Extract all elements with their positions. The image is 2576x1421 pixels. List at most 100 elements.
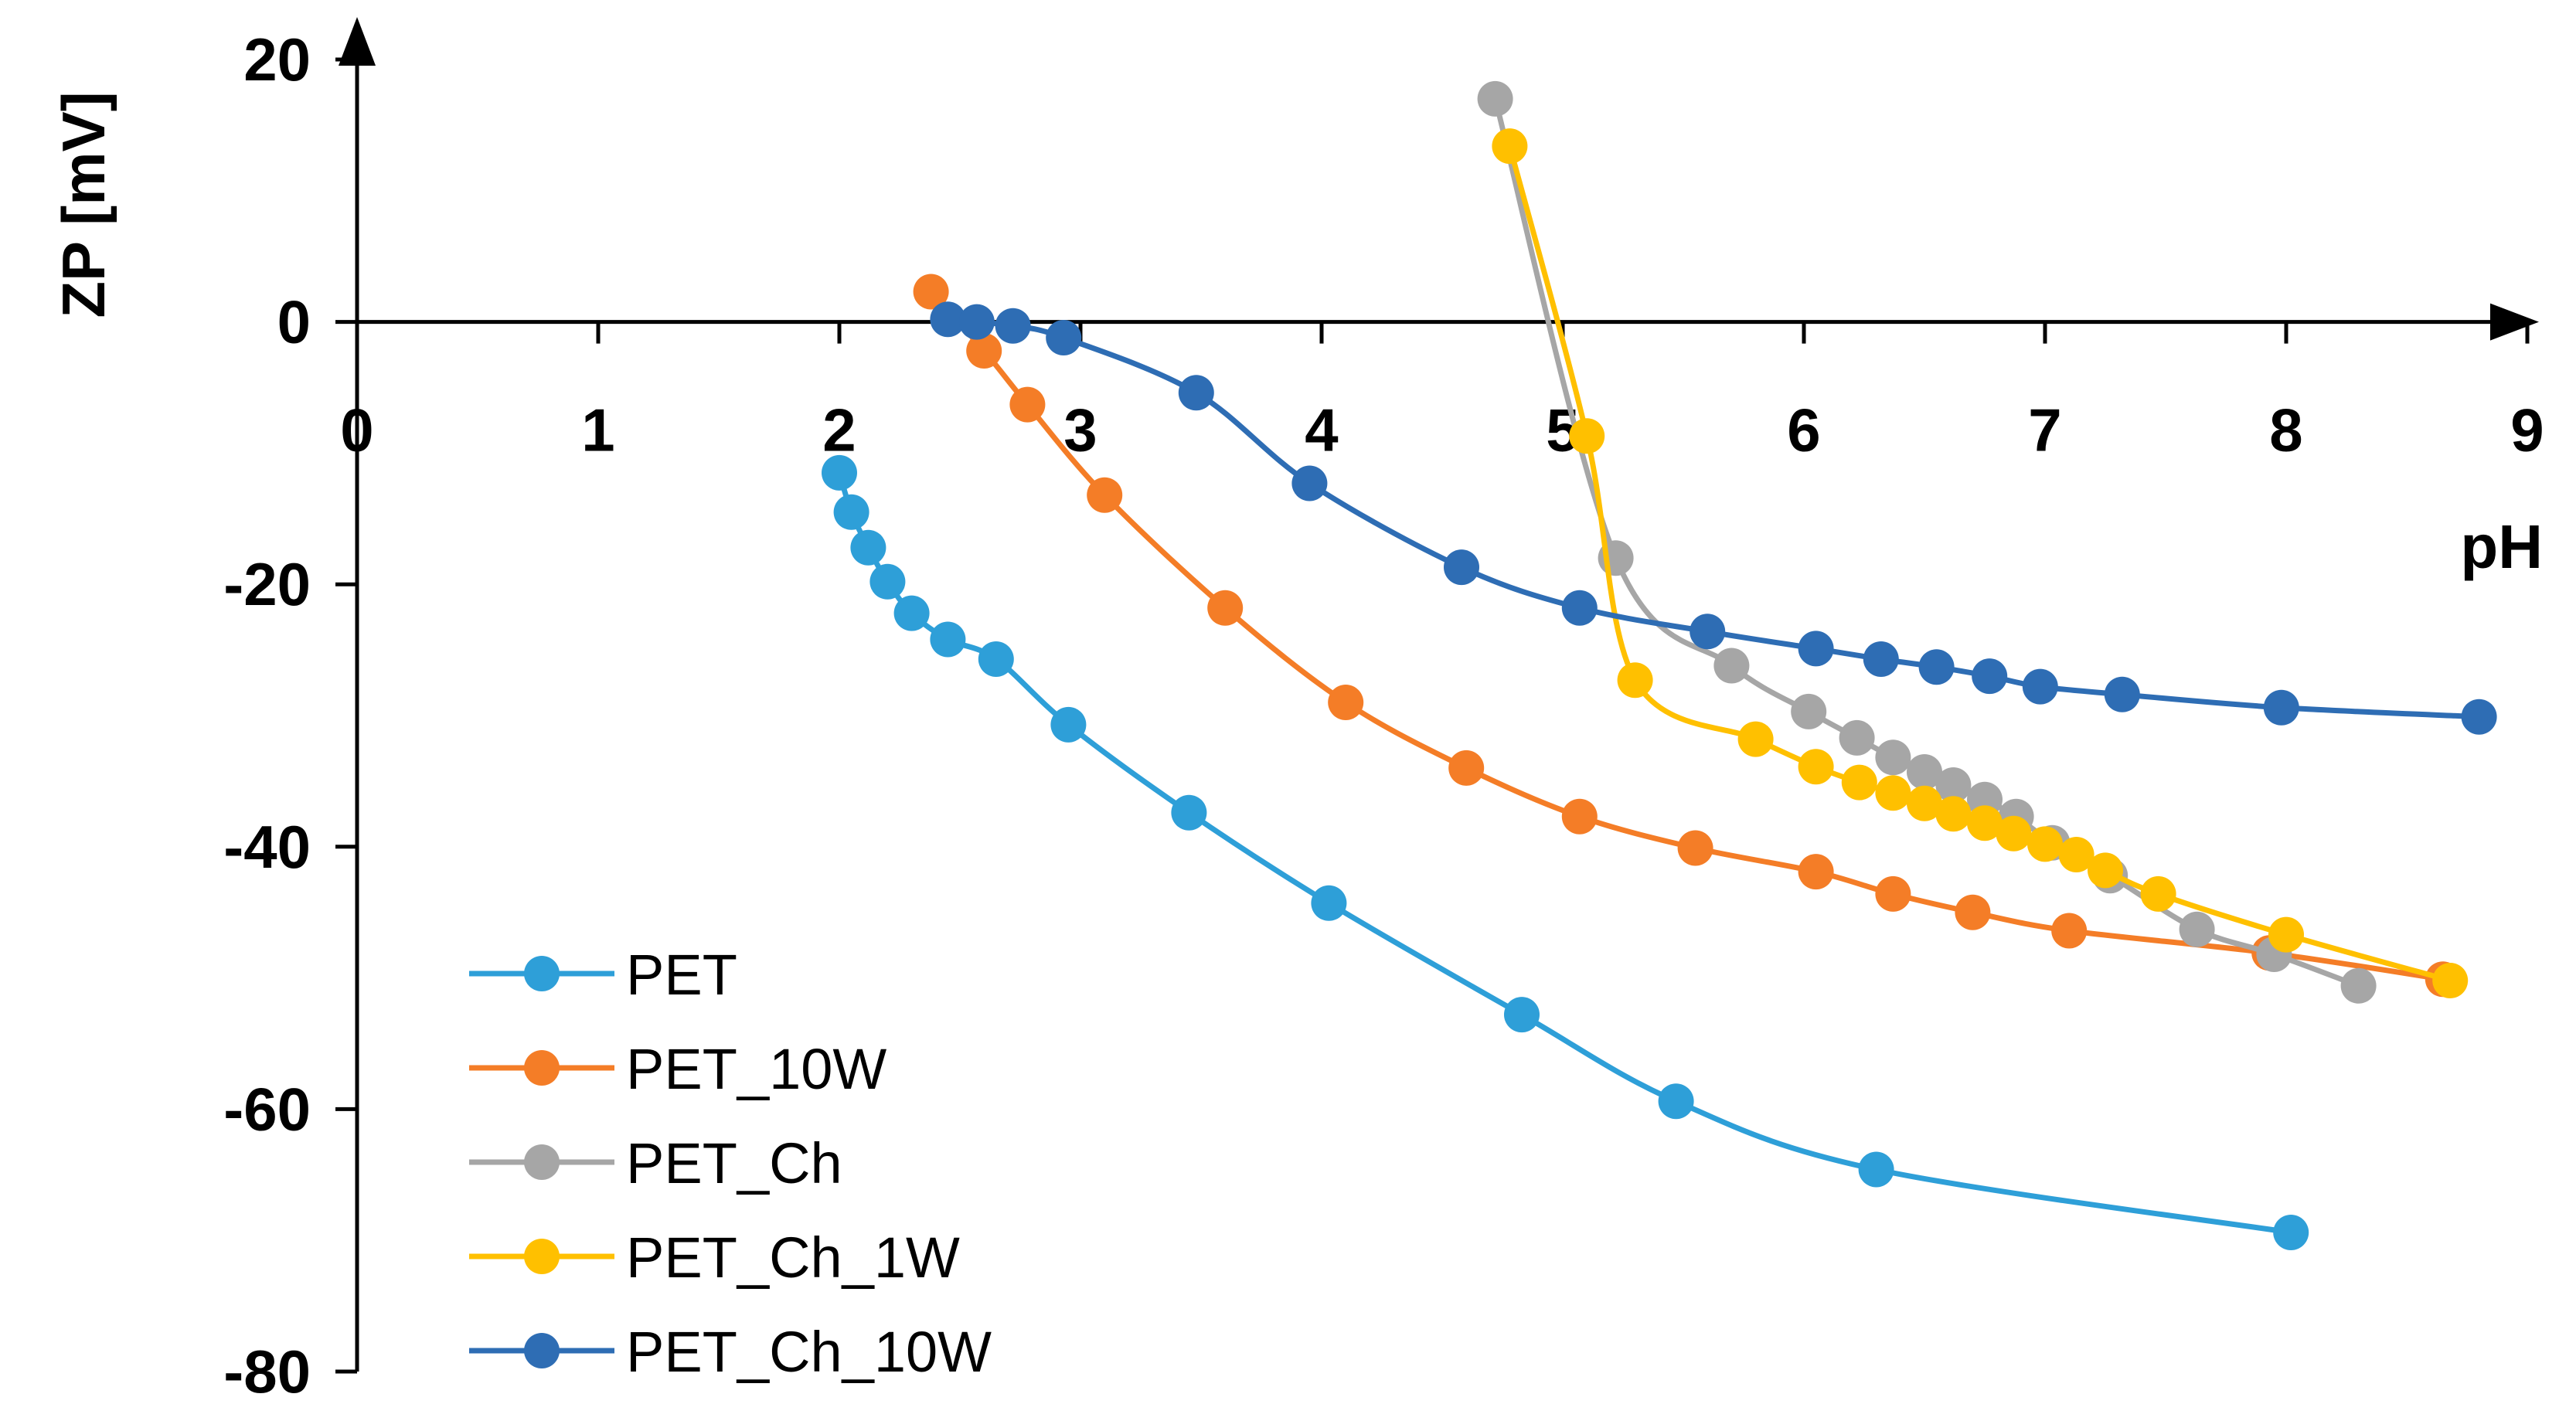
data-point [2140, 875, 2176, 912]
legend-marker [524, 1144, 560, 1180]
y-axis-arrow [339, 17, 376, 66]
data-point [2263, 689, 2299, 726]
data-point [1875, 775, 1911, 811]
legend-entry: PET_10W [469, 1037, 886, 1101]
x-axis-title: pH [2460, 512, 2543, 581]
data-point [1561, 590, 1598, 626]
x-tick-label: 0 [340, 396, 373, 464]
data-point [1291, 465, 1328, 501]
data-point [2432, 963, 2469, 998]
series-line [1492, 98, 2360, 989]
data-point [1798, 631, 1834, 667]
data-point [1477, 80, 1513, 117]
data-point [1996, 815, 2032, 852]
legend: PET PET_10W PET_Ch PET_Ch_1W PET_Ch_10W [469, 943, 992, 1384]
data-point [1658, 1083, 1694, 1120]
data-point [2340, 967, 2377, 1004]
data-point [1841, 764, 1877, 801]
data-point [2273, 1215, 2309, 1250]
legend-label: PET_Ch [626, 1131, 842, 1195]
data-point [1050, 706, 1087, 743]
data-point [1713, 648, 1750, 684]
legend-label: PET_Ch_1W [626, 1226, 960, 1290]
data-point [2058, 837, 2094, 872]
series-pet-10w [913, 274, 2461, 998]
y-axis-title: ZP [mV] [49, 91, 117, 318]
data-point [958, 304, 995, 340]
data-point [1858, 1151, 1894, 1188]
series-pet-ch [1477, 80, 2377, 1004]
data-point [822, 454, 857, 491]
series-line [1507, 145, 2452, 984]
y-tick-label: -20 [223, 550, 311, 618]
data-point [1448, 750, 1485, 786]
legend-entry: PET_Ch [469, 1131, 842, 1195]
data-point [2268, 916, 2304, 953]
series-line [928, 290, 2444, 982]
data-point [1569, 418, 1605, 454]
data-point [2022, 668, 2058, 705]
data-point [1907, 785, 1942, 821]
data-point [2051, 913, 2088, 949]
data-point [869, 563, 906, 600]
data-point [850, 529, 886, 566]
data-point [1875, 739, 1911, 776]
data-point [1561, 798, 1598, 835]
data-point [1798, 749, 1834, 785]
data-point [1087, 477, 1123, 513]
data-point [1907, 754, 1942, 790]
data-point [2088, 852, 2123, 889]
data-point [1791, 693, 1827, 729]
y-tick-label: -80 [223, 1338, 311, 1406]
data-point [1504, 997, 1540, 1033]
data-point [1972, 658, 2008, 695]
data-point [978, 641, 1014, 677]
x-tick-label: 7 [2028, 396, 2061, 464]
data-point [2461, 699, 2497, 735]
data-point [893, 595, 930, 631]
data-point [1444, 549, 1479, 586]
legend-label: PET_Ch_10W [626, 1320, 992, 1384]
series-pet-ch-1w [1492, 128, 2469, 998]
data-point [1311, 885, 1347, 921]
data-point [2027, 826, 2063, 862]
x-tick-label: 6 [1787, 396, 1820, 464]
data-point [995, 308, 1031, 344]
x-tick-label: 2 [822, 396, 856, 464]
data-point [1046, 320, 1082, 355]
legend-entry: PET_Ch_10W [469, 1320, 992, 1384]
data-point [1955, 894, 1991, 930]
data-point [1492, 128, 1528, 165]
legend-marker [524, 1050, 560, 1086]
y-tick-label: -60 [223, 1075, 311, 1143]
data-point [1178, 375, 1214, 411]
data-point [2104, 676, 2140, 712]
data-point [1617, 662, 1653, 699]
data-point [1967, 805, 2003, 841]
data-point [1935, 796, 1972, 832]
x-tick-label: 4 [1305, 396, 1338, 464]
x-tick-label: 1 [581, 396, 614, 464]
data-point [1171, 794, 1207, 831]
y-tick-label: 0 [277, 288, 311, 356]
data-point [1328, 685, 1364, 720]
x-axis-arrow [2490, 303, 2539, 341]
data-point [1863, 641, 1899, 677]
y-tick-label: -40 [223, 813, 311, 881]
legend-marker [524, 1239, 560, 1274]
data-point [930, 621, 966, 658]
legend-entry: PET_Ch_1W [469, 1226, 960, 1290]
data-point [1918, 649, 1955, 685]
data-point [1690, 614, 1726, 650]
legend-marker [524, 1333, 560, 1368]
legend-label: PET [626, 943, 737, 1007]
x-tick-label: 9 [2510, 396, 2544, 464]
data-point [1737, 721, 1774, 757]
series-pet-ch-10w [930, 301, 2497, 735]
series-pet [822, 454, 2309, 1250]
legend-entry: PET [469, 943, 737, 1007]
data-point [1875, 875, 1911, 912]
data-point [1935, 767, 1972, 803]
legend-label: PET_10W [626, 1037, 886, 1101]
